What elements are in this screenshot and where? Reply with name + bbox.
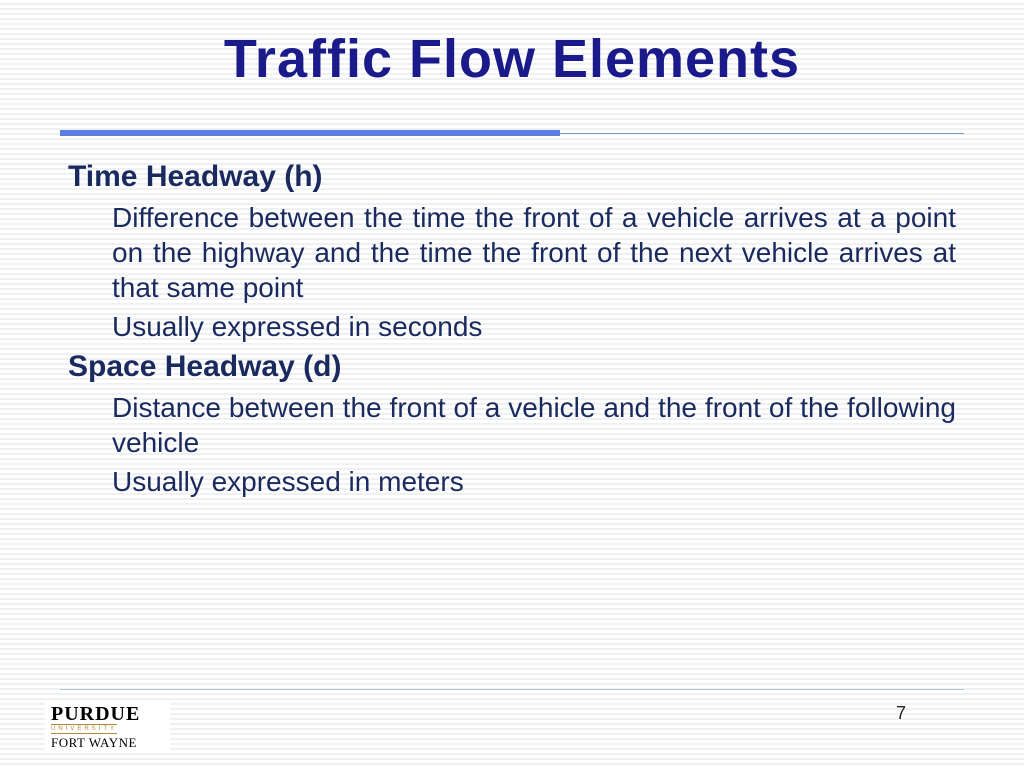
title-divider (60, 130, 964, 136)
footer-divider (60, 689, 964, 690)
slide-title: Traffic Flow Elements (0, 0, 1024, 90)
logo-campus: FORT WAYNE (51, 736, 137, 749)
definition-2b: Usually expressed in meters (112, 464, 956, 499)
slide-content: Time Headway (h) Difference between the … (0, 160, 1024, 499)
divider-thick-bar (60, 130, 560, 136)
term-heading-1: Time Headway (h) (68, 160, 956, 194)
definition-2a: Distance between the front of a vehicle … (112, 390, 956, 460)
term-heading-2: Space Headway (d) (68, 350, 956, 384)
page-number: 7 (896, 703, 906, 724)
logo-university: UNIVERSITY (51, 724, 117, 734)
logo-name: PURDUE (51, 705, 140, 723)
purdue-logo: PURDUE UNIVERSITY FORT WAYNE (45, 701, 170, 753)
definition-1a: Difference between the time the front of… (112, 200, 956, 305)
definition-1b: Usually expressed in seconds (112, 309, 956, 344)
